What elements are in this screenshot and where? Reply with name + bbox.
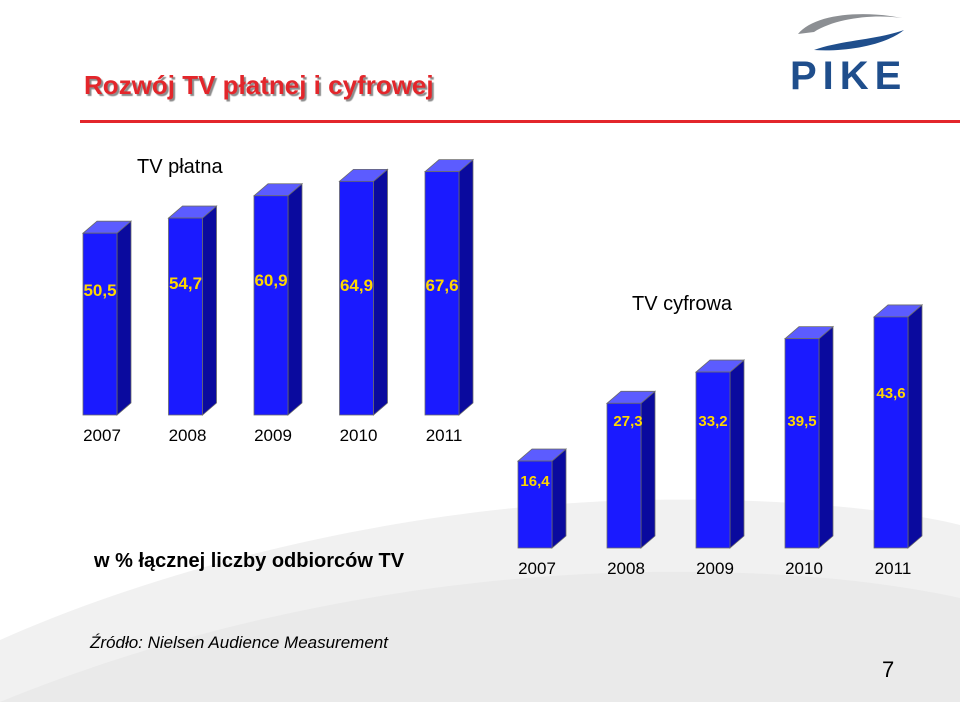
year-tick-label: 2009 (696, 559, 734, 578)
pike-logo-icon (798, 14, 904, 51)
value-label: 27,3 (613, 413, 642, 430)
year-tick-label: 2011 (426, 426, 463, 445)
value-label: 16,4 (520, 473, 550, 490)
value-label: 39,5 (787, 413, 816, 430)
year-tick-label: 2010 (340, 426, 378, 445)
bar-paid-2011 (423, 158, 475, 416)
bar-paid-2007 (81, 220, 133, 416)
chart-title-digital-tv: TV cyfrowa (632, 293, 733, 315)
year-tick-label: 2007 (518, 559, 556, 578)
value-label: 54,7 (169, 274, 202, 293)
bar-digital-2011 (872, 304, 924, 549)
year-tick-label: 2010 (785, 559, 823, 578)
bar-digital-2009 (694, 359, 746, 549)
bar-paid-2008 (167, 205, 218, 416)
value-label: 60,9 (254, 271, 287, 290)
value-label: 33,2 (698, 413, 727, 430)
value-label: 67,6 (425, 276, 458, 295)
chart-title-paid-tv: TV płatna (137, 156, 223, 178)
logo-text: PIKE (790, 54, 908, 98)
title-underline (80, 120, 960, 123)
units-note: w % łącznej liczby odbiorców TV (94, 550, 405, 572)
bar-digital-2010 (783, 325, 835, 549)
year-tick-label: 2011 (875, 559, 912, 578)
value-label: 50,5 (83, 281, 116, 300)
bar-digital-2007 (516, 448, 568, 549)
value-label: 64,9 (340, 276, 373, 295)
page-number: 7 (882, 657, 895, 682)
bar-paid-2010 (338, 168, 389, 416)
year-tick-label: 2008 (607, 559, 645, 578)
slide-title: Rozwój TV płatnej i cyfrowej (84, 70, 434, 100)
bar-paid-2009 (252, 182, 304, 416)
source-note: Źródło: Nielsen Audience Measurement (90, 633, 388, 652)
year-tick-label: 2008 (169, 426, 207, 445)
year-tick-label: 2009 (254, 426, 292, 445)
bar-digital-2008 (605, 390, 657, 549)
value-label: 43,6 (876, 385, 905, 402)
year-tick-label: 2007 (83, 426, 121, 445)
